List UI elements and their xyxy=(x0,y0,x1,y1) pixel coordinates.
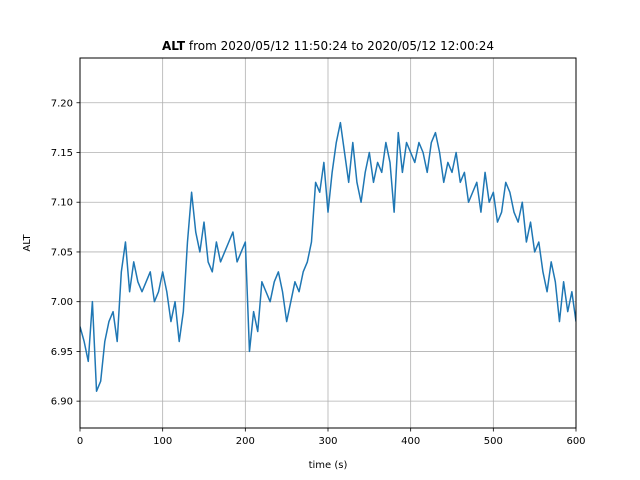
x-axis-label: time (s) xyxy=(309,460,348,471)
y-tick-label: 6.90 xyxy=(51,397,73,408)
x-tick-label: 200 xyxy=(236,436,255,447)
y-tick-label: 7.20 xyxy=(51,98,73,109)
y-axis: 6.90 6.95 7.00 7.05 7.10 7.15 7.20 xyxy=(51,98,80,408)
series-layer xyxy=(80,121,576,392)
chart-title-bold: ALT xyxy=(162,39,186,53)
x-tick-label: 100 xyxy=(153,436,172,447)
x-axis: 0 100 200 300 400 500 600 xyxy=(77,428,586,447)
y-tick-label: 7.15 xyxy=(51,148,73,159)
x-tick-label: 300 xyxy=(318,436,337,447)
chart-title: ALT from 2020/05/12 11:50:24 to 2020/05/… xyxy=(162,39,494,53)
x-tick-label: 500 xyxy=(484,436,503,447)
y-tick-label: 7.00 xyxy=(51,297,73,308)
x-tick-label: 600 xyxy=(566,436,585,447)
x-tick-label: 0 xyxy=(77,436,83,447)
x-tick-label: 400 xyxy=(401,436,420,447)
chart-title-rest: from 2020/05/12 11:50:24 to 2020/05/12 1… xyxy=(185,39,494,53)
y-tick-label: 7.05 xyxy=(51,247,73,258)
y-tick-label: 7.10 xyxy=(51,198,73,209)
y-axis-label: ALT xyxy=(22,234,33,252)
y-tick-label: 6.95 xyxy=(51,347,73,358)
alt-series-line xyxy=(80,121,576,392)
grid xyxy=(79,58,577,428)
